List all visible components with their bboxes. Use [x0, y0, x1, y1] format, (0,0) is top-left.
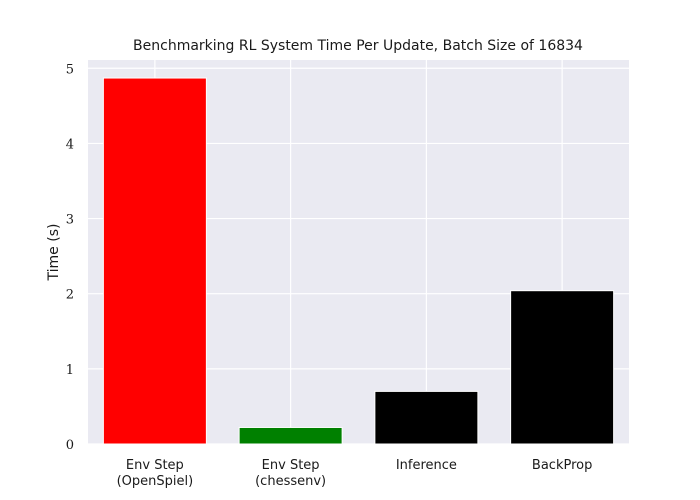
x-axis-ticks: Env Step(OpenSpiel)Env Step(chessenv)Inf… [117, 458, 593, 489]
y-tick-label: 1 [66, 363, 74, 378]
y-tick-label: 0 [66, 438, 74, 453]
bars [102, 77, 615, 445]
x-tick-label: (OpenSpiel) [117, 474, 194, 489]
bar [510, 290, 615, 445]
y-tick-label: 3 [66, 213, 74, 228]
y-axis-label: Time (s) [46, 224, 62, 282]
bar [102, 77, 207, 445]
x-tick-label: BackProp [532, 458, 592, 473]
x-tick-label: Inference [396, 458, 457, 473]
bar [238, 426, 343, 445]
y-tick-label: 2 [66, 288, 74, 303]
x-tick-label: Env Step [126, 458, 184, 473]
y-tick-label: 4 [66, 137, 74, 152]
x-tick-label: (chessenv) [255, 474, 326, 489]
y-tick-label: 5 [66, 62, 74, 77]
chart-title: Benchmarking RL System Time Per Update, … [133, 38, 583, 54]
y-axis-ticks: 0 1 2 3 4 5 [66, 62, 74, 453]
bar [374, 390, 479, 445]
x-tick-label: Env Step [262, 458, 320, 473]
